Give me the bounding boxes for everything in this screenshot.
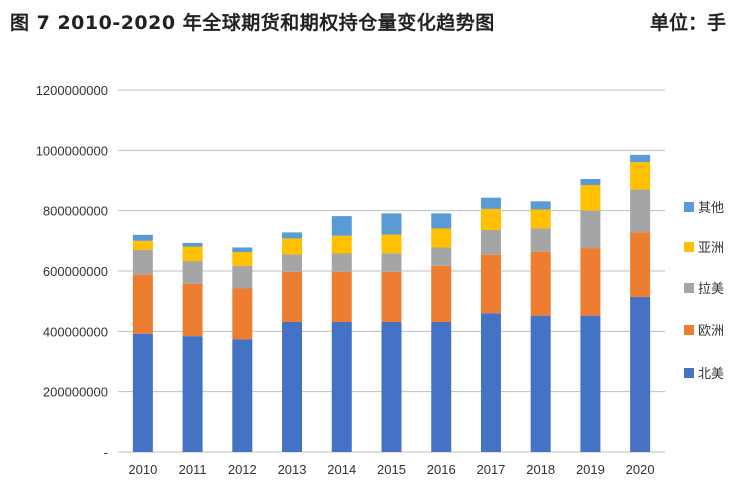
bar-segment xyxy=(182,261,203,284)
bar-segment xyxy=(530,251,551,316)
y-axis-ticks: - 200000000 400000000 600000000 800000000 100… xyxy=(36,83,108,460)
x-tick-label: 2012 xyxy=(228,462,257,477)
legend-label: 亚洲 xyxy=(698,241,724,256)
bar-segment xyxy=(480,229,501,255)
bar-segment xyxy=(132,333,153,452)
bar-segment xyxy=(630,162,651,190)
bar-segment xyxy=(282,321,303,452)
bar-segment xyxy=(331,321,352,452)
y-tick-label: 600000000 xyxy=(43,264,108,279)
bar-segment xyxy=(530,201,551,210)
bar-segment xyxy=(381,321,402,452)
bar-segment xyxy=(132,234,153,241)
bar-segment xyxy=(431,228,452,248)
y-tick-label: 200000000 xyxy=(43,385,108,400)
bar-segment xyxy=(381,213,402,235)
x-tick-label: 2018 xyxy=(526,462,555,477)
x-tick-label: 2020 xyxy=(626,462,655,477)
x-tick-label: 2010 xyxy=(128,462,157,477)
bar-segment xyxy=(381,253,402,272)
bars xyxy=(132,154,651,452)
bar-segment xyxy=(530,209,551,229)
bar-segment xyxy=(381,234,402,254)
x-tick-label: 2013 xyxy=(278,462,307,477)
bar-segment xyxy=(182,283,203,337)
bar-segment xyxy=(331,253,352,272)
legend-swatch xyxy=(684,202,694,212)
bar-segment xyxy=(331,216,352,236)
legend-swatch xyxy=(684,325,694,335)
x-tick-label: 2017 xyxy=(476,462,505,477)
bar-segment xyxy=(580,210,601,249)
bar-segment xyxy=(132,240,153,250)
bar-segment xyxy=(580,185,601,211)
x-axis-ticks: 2010 2011 2012 2013 2014 2015 2016 2017 2018 2019… xyxy=(128,462,654,477)
x-tick-label: 2016 xyxy=(427,462,456,477)
y-tick-label: 800000000 xyxy=(43,204,108,219)
bar-segment xyxy=(480,208,501,230)
bar-segment xyxy=(580,248,601,316)
x-tick-label: 2014 xyxy=(327,462,356,477)
bar-segment xyxy=(530,228,551,252)
bar-segment xyxy=(232,339,253,452)
bar-segment xyxy=(431,265,452,322)
bar-segment xyxy=(480,254,501,314)
legend-swatch xyxy=(684,368,694,378)
bar-segment xyxy=(431,247,452,266)
bar-segment xyxy=(630,296,651,452)
y-tick-label: - xyxy=(104,445,108,460)
bar-segment xyxy=(331,271,352,322)
legend-label: 北美 xyxy=(698,367,724,382)
legend-swatch xyxy=(684,283,694,293)
bar-segment xyxy=(282,271,303,322)
bar-segment xyxy=(132,274,153,334)
bar-segment xyxy=(282,254,303,272)
y-tick-label: 1200000000 xyxy=(36,83,108,98)
bar-segment xyxy=(630,189,651,233)
chart-title: 图 7 2010-2020 年全球期货和期权持仓量变化趋势图 xyxy=(10,12,495,34)
bar-segment xyxy=(331,235,352,254)
bar-segment xyxy=(431,213,452,229)
legend-label: 其他 xyxy=(698,201,724,216)
bar-segment xyxy=(232,288,253,340)
bar-segment xyxy=(182,246,203,262)
y-tick-label: 400000000 xyxy=(43,324,108,339)
bar-segment xyxy=(431,321,452,452)
bar-segment xyxy=(381,271,402,322)
unit-label: 单位：手 xyxy=(649,12,726,34)
bar-segment xyxy=(282,232,303,239)
x-tick-label: 2019 xyxy=(576,462,605,477)
bar-segment xyxy=(282,238,303,255)
legend-label: 欧洲 xyxy=(698,324,724,339)
y-tick-label: 1000000000 xyxy=(36,143,108,158)
legend-swatch xyxy=(684,242,694,252)
bar-segment xyxy=(480,313,501,452)
bar-segment xyxy=(132,249,153,275)
x-tick-label: 2011 xyxy=(179,462,207,477)
bar-segment xyxy=(480,197,501,209)
grid-lines xyxy=(118,89,665,453)
bar-segment xyxy=(630,154,651,163)
bar-segment xyxy=(182,336,203,452)
bar-segment xyxy=(630,232,651,297)
x-tick-label: 2015 xyxy=(377,462,406,477)
bar-segment xyxy=(182,242,203,247)
bar-segment xyxy=(580,178,601,186)
bar-segment xyxy=(232,251,253,266)
bar-segment xyxy=(232,265,253,289)
bar-segment xyxy=(232,247,253,252)
bar-segment xyxy=(530,315,551,452)
legend-label: 拉美 xyxy=(698,282,724,297)
bar-segment xyxy=(580,315,601,452)
